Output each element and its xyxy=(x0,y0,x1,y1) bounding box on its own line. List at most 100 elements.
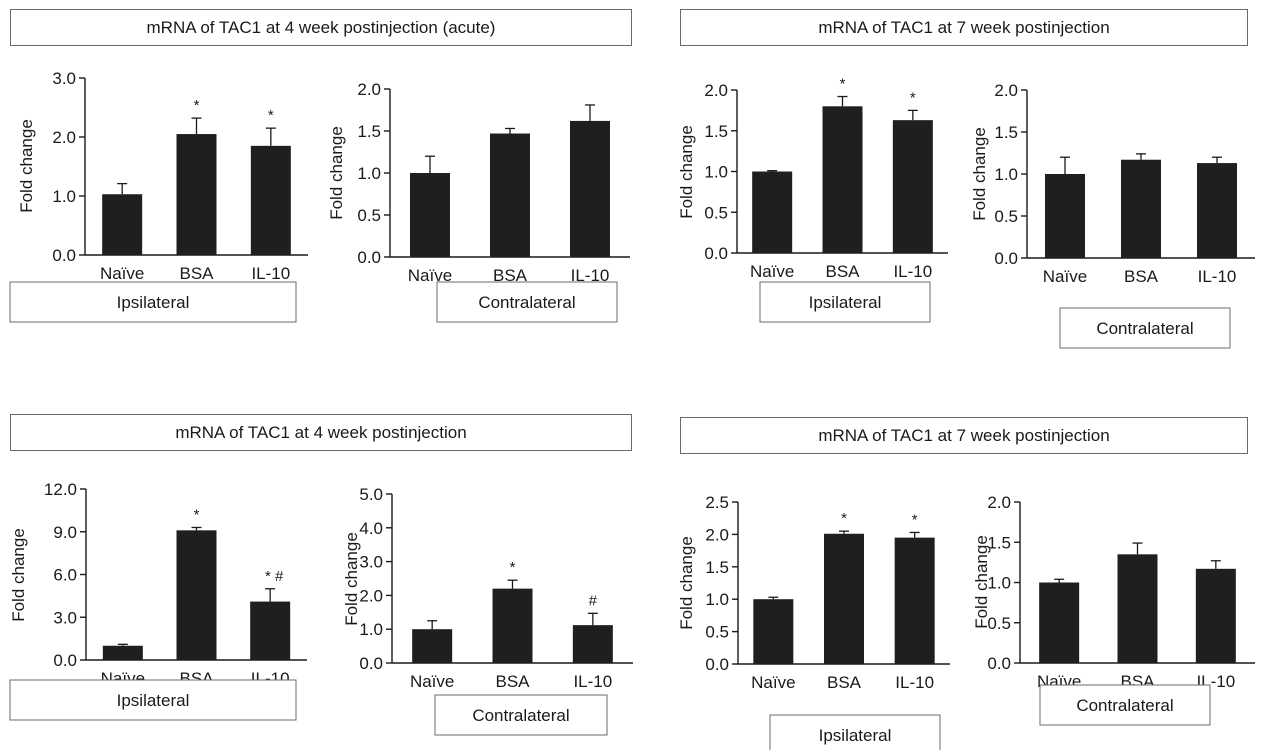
y-tick-label: 0.5 xyxy=(704,203,728,222)
y-tick-label: 0.5 xyxy=(705,623,729,642)
bar xyxy=(1039,582,1080,663)
y-tick-label: 1.5 xyxy=(994,123,1018,142)
x-tick-label: IL-10 xyxy=(895,673,934,692)
y-tick-label: 0.0 xyxy=(987,654,1011,673)
y-tick-label: 2.0 xyxy=(987,493,1011,512)
y-tick-label: 0.0 xyxy=(994,249,1018,268)
x-tick-label: Naïve xyxy=(750,262,794,281)
significance-marker: * xyxy=(194,97,200,114)
bar xyxy=(250,145,291,255)
y-tick-label: 2.0 xyxy=(705,525,729,544)
chart-panel: 0.0 0.5 1.0 1.5 2.0 Fold change Naïve * BSA * IL-1… xyxy=(677,76,948,323)
y-tick-label: 1.0 xyxy=(705,590,729,609)
bar xyxy=(822,106,863,253)
bar xyxy=(1195,568,1236,663)
significance-marker: * xyxy=(268,107,274,124)
x-tick-label: Naïve xyxy=(410,672,454,691)
y-axis-label: Fold change xyxy=(17,119,36,213)
x-tick-label: IL-10 xyxy=(893,262,932,281)
x-tick-label: BSA xyxy=(825,262,860,281)
y-tick-label: 1.0 xyxy=(704,163,728,182)
chart-panel: 0.0 1.0 2.0 3.0 Fold change Naïve * BSA * IL-10 Ip… xyxy=(9,69,308,323)
title-box-top-left: mRNA of TAC1 at 4 week postinjection (ac… xyxy=(10,9,632,46)
y-tick-label: 1.0 xyxy=(359,620,383,639)
y-axis-label: Fold change xyxy=(327,126,346,220)
significance-marker: # xyxy=(589,592,598,609)
x-tick-label: IL-10 xyxy=(251,264,290,283)
chart-panel: 0.0 1.0 2.0 3.0 4.0 5.0 Fold change Naïve * BSA # I… xyxy=(342,485,633,736)
significance-marker: * xyxy=(510,559,516,576)
bar xyxy=(176,134,217,255)
y-tick-label: 2.5 xyxy=(705,493,729,512)
y-tick-label: 1.5 xyxy=(705,558,729,577)
y-tick-label: 1.0 xyxy=(52,187,76,206)
y-tick-label: 0.5 xyxy=(357,206,381,225)
bar xyxy=(892,120,933,253)
bar xyxy=(1197,163,1237,258)
y-tick-label: 3.0 xyxy=(52,69,76,88)
x-group-box xyxy=(1039,684,1211,726)
significance-marker: * xyxy=(194,506,200,523)
y-tick-label: 2.0 xyxy=(359,586,383,605)
bar xyxy=(1121,159,1161,258)
y-tick-label: 0.5 xyxy=(987,614,1011,633)
x-group-box xyxy=(9,281,297,323)
y-axis-label: Fold change xyxy=(677,125,696,219)
x-group-box xyxy=(436,281,618,323)
y-tick-label: 6.0 xyxy=(53,566,77,585)
bar xyxy=(102,194,143,255)
y-tick-label: 4.0 xyxy=(359,519,383,538)
significance-marker: * xyxy=(912,511,918,528)
y-tick-label: 0.0 xyxy=(357,248,381,267)
y-tick-label: 0.0 xyxy=(705,655,729,674)
bar xyxy=(752,171,793,253)
x-tick-label: IL-10 xyxy=(1198,267,1237,286)
y-tick-label: 0.5 xyxy=(994,207,1018,226)
bar xyxy=(102,645,143,660)
x-tick-label: Naïve xyxy=(408,266,452,285)
x-axis-label: Ipsilateral xyxy=(117,293,190,312)
x-tick-label: BSA xyxy=(495,672,530,691)
y-tick-label: 9.0 xyxy=(53,523,77,542)
y-axis-label: Fold change xyxy=(677,536,696,630)
significance-marker: * # xyxy=(265,568,284,585)
bar xyxy=(570,120,610,257)
y-tick-label: 0.0 xyxy=(52,246,76,265)
x-group-box xyxy=(769,714,941,750)
y-axis-label: Fold change xyxy=(972,535,991,629)
y-tick-label: 3.0 xyxy=(53,608,77,627)
y-tick-label: 1.5 xyxy=(704,122,728,141)
bar xyxy=(572,625,613,663)
y-tick-label: 0.0 xyxy=(359,654,383,673)
x-group-box xyxy=(759,281,931,323)
bar xyxy=(490,133,530,257)
title-box-bottom-right: mRNA of TAC1 at 7 week postinjection xyxy=(680,417,1248,454)
bar xyxy=(1117,554,1158,663)
x-tick-label: Naïve xyxy=(751,673,795,692)
y-tick-label: 2.0 xyxy=(357,80,381,99)
y-tick-label: 12.0 xyxy=(44,480,77,499)
x-tick-label: BSA xyxy=(493,266,528,285)
x-group-box xyxy=(434,694,608,736)
significance-marker: * xyxy=(910,89,916,106)
x-tick-label: IL-10 xyxy=(571,266,610,285)
bar xyxy=(753,599,794,664)
y-tick-label: 2.0 xyxy=(52,128,76,147)
y-tick-label: 1.5 xyxy=(987,533,1011,552)
x-axis-label: Ipsilateral xyxy=(117,691,190,710)
y-tick-label: 1.5 xyxy=(357,122,381,141)
bar xyxy=(412,629,453,663)
y-tick-label: 2.0 xyxy=(994,81,1018,100)
x-axis-label: Contralateral xyxy=(1096,319,1193,338)
y-tick-label: 0.0 xyxy=(704,244,728,263)
bar xyxy=(250,601,291,660)
x-axis-label: Ipsilateral xyxy=(819,726,892,745)
x-axis-label: Ipsilateral xyxy=(809,293,882,312)
x-axis-label: Contralateral xyxy=(1076,696,1173,715)
x-tick-label: Naïve xyxy=(1043,267,1087,286)
y-axis-label: Fold change xyxy=(970,127,989,221)
